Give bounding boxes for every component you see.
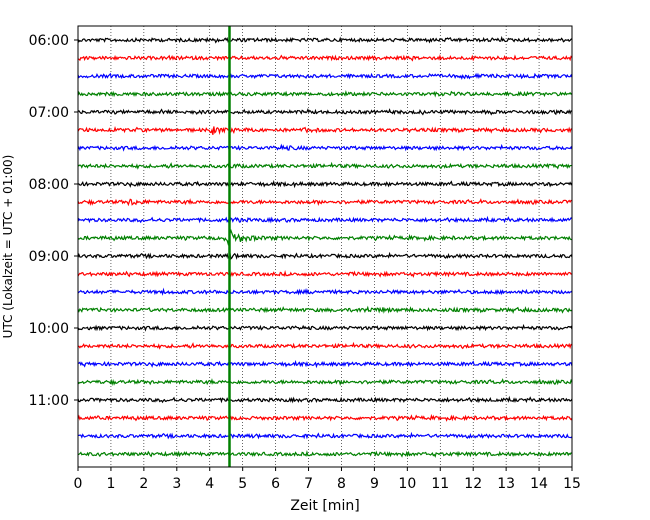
seismic-trace [77,413,573,422]
x-tick-label: 8 [337,476,346,492]
x-tick-label: 0 [74,476,83,492]
seismic-trace [77,125,573,136]
x-tick-label: 10 [398,476,416,492]
plot-frame [77,25,573,468]
seismic-trace [77,395,573,404]
seismic-trace [77,72,573,80]
seismic-trace [77,450,573,458]
seismic-trace [77,251,573,260]
y-tick-label: 11:00 [29,393,69,409]
seismic-trace [77,179,573,189]
seismic-trace [77,198,573,207]
seismic-trace [77,431,573,440]
x-tick-label: 7 [304,476,313,492]
x-tick-label: 11 [431,476,449,492]
y-tick-label: 09:00 [29,249,69,265]
seismic-trace [77,53,573,62]
seismic-trace [77,270,573,278]
seismic-trace [77,378,573,387]
x-tick-label: 15 [563,476,581,492]
x-tick-label: 2 [139,476,148,492]
seismic-trace [77,90,573,98]
seismic-trace [77,341,573,350]
x-tick-label: 4 [205,476,214,492]
y-axis-label: UTC (Lokalzeit = UTC + 01:00) [1,155,15,339]
seismic-trace [77,161,573,170]
seismic-trace [77,287,573,296]
x-tick-label: 9 [370,476,379,492]
y-tick-label: 08:00 [29,177,69,193]
y-axis-ticks: 06:00 07:00 08:00 09:00 10:00 11:00 [29,33,78,409]
seismic-trace [77,215,573,225]
seismic-trace [77,305,573,315]
x-tick-label: 6 [271,476,280,492]
seismic-trace [77,228,573,246]
x-tick-label: 12 [464,476,482,492]
x-tick-label: 5 [238,476,247,492]
y-tick-label: 07:00 [29,105,69,121]
seismic-trace [77,359,573,369]
x-axis-ticks: 0 1 2 3 4 5 6 7 8 9 10 11 12 13 14 15 [74,467,581,492]
seismic-trace [77,35,573,44]
y-tick-label: 06:00 [29,33,69,49]
x-axis-label: Zeit [min] [290,498,359,514]
x-tick-label: 13 [497,476,515,492]
seismic-trace [77,108,573,116]
seismic-trace [77,143,573,152]
seismic-traces [77,35,573,458]
x-tick-label: 14 [530,476,548,492]
seismic-trace [77,323,573,332]
y-tick-label: 10:00 [29,321,69,337]
x-tick-label: 1 [106,476,115,492]
x-tick-label: 3 [172,476,181,492]
